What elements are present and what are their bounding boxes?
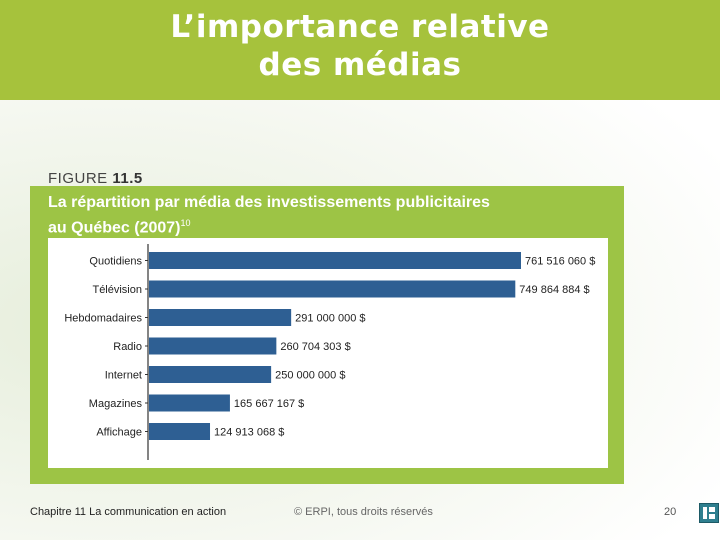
category-label: Affichage (96, 427, 142, 439)
bar-value-label: 250 000 000 $ (275, 370, 345, 382)
bar (149, 309, 292, 326)
category-label: Télévision (92, 284, 142, 296)
chart-heading-line2: au Québec (2007)10 (48, 213, 608, 238)
publisher-logo-icon (699, 503, 719, 523)
figure-label-prefix: FIGURE (48, 170, 108, 187)
bar (149, 366, 272, 383)
page-number: 20 (664, 506, 677, 518)
category-label: Radio (113, 341, 142, 353)
bar-value-label: 749 864 884 $ (519, 284, 589, 296)
figure-label-number: 11.5 (112, 170, 143, 187)
bar-value-label: 124 913 068 $ (214, 427, 284, 439)
bar-value-label: 761 516 060 $ (525, 256, 595, 268)
slide-title-line2: des médias (258, 47, 462, 83)
bar-chart: Quotidiens 761 516 060 $ Télévision 749 864… (64, 244, 595, 460)
category-label: Quotidiens (89, 256, 142, 268)
chart-heading-note: 10 (180, 218, 191, 228)
slide-title-line1: L’importance relative (170, 9, 550, 45)
footer-chapter: Chapitre 11 La communication en action (30, 506, 227, 518)
bar-value-label: 291 000 000 $ (295, 313, 365, 325)
bar (149, 252, 521, 269)
chart-panel: La répartition par média des investissem… (30, 186, 624, 484)
bar (149, 394, 230, 412)
bar (149, 280, 516, 298)
footer-copyright: © ERPI, tous droits réservés (294, 506, 433, 518)
category-label: Hebdomadaires (64, 313, 142, 325)
category-label: Magazines (89, 398, 143, 410)
chart-heading-line2-text: au Québec (2007) (48, 219, 181, 237)
bar-value-label: 165 667 167 $ (234, 398, 304, 410)
slide-title: L’importance relative des médias (0, 8, 720, 84)
category-label: Internet (105, 370, 142, 382)
chart-heading-line1: La répartition par média des investissem… (48, 194, 490, 211)
chart-heading: La répartition par média des investissem… (48, 192, 608, 238)
bar (149, 337, 277, 355)
title-bar: L’importance relative des médias (0, 0, 720, 100)
chart-area: Quotidiens 761 516 060 $ Télévision 749 864… (48, 238, 608, 468)
figure-label: FIGURE 11.5 (48, 170, 143, 187)
bar-value-label: 260 704 303 $ (280, 341, 350, 353)
bar (149, 423, 211, 440)
